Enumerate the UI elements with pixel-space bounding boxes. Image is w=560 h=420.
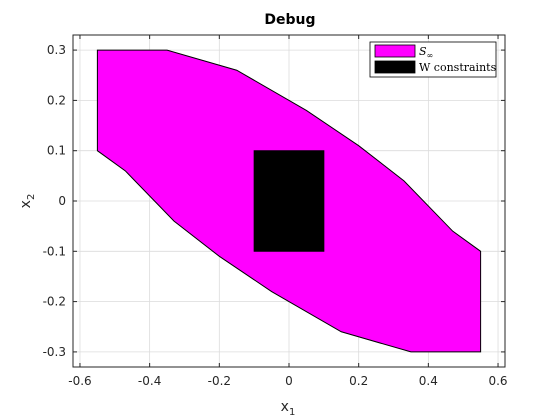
y-tick-label: 0.1 (47, 144, 66, 158)
y-tick-label: -0.1 (43, 244, 66, 258)
x-axis-label-main: x (281, 399, 289, 415)
x-tick-label: 0.2 (349, 374, 368, 388)
chart-title: Debug (264, 12, 315, 28)
y-tick-label: 0 (58, 194, 66, 208)
x-tick-label: 0.6 (488, 374, 507, 388)
y-tick-label: -0.3 (43, 345, 66, 359)
y-tick-label: 0.3 (47, 43, 66, 57)
x-axis-label: x1 (281, 399, 296, 418)
y-tick-label: 0.2 (47, 93, 66, 107)
x-axis-label-sub: 1 (289, 407, 295, 418)
ticks: -0.6 -0.4 -0.2 0 0.2 0.4 0.6 -0.3 -0.2 -0.1 0 0.1 0.… (43, 35, 508, 388)
legend-label-s-infinity: S∞ (419, 45, 433, 60)
legend-swatch-w-constraints (374, 60, 416, 74)
x-tick-label: 0 (285, 374, 293, 388)
legend-label-w-constraints: W constraints (419, 61, 497, 74)
series-w-constraints-polygon (253, 150, 325, 252)
legend: S∞ W constraints (369, 41, 497, 78)
y-axis-label-main: x (18, 200, 34, 208)
legend-swatch-s-infinity (374, 44, 416, 58)
x-tick-label: -0.6 (68, 374, 91, 388)
x-tick-label: 0.4 (419, 374, 438, 388)
legend-label-s-main: S (419, 45, 427, 58)
legend-label-s-sub: ∞ (427, 51, 434, 60)
series-layer (96, 49, 482, 353)
y-axis-label: x2 (18, 194, 37, 209)
x-tick-label: -0.2 (208, 374, 231, 388)
y-axis-label-sub: 2 (26, 194, 37, 200)
y-tick-label: -0.2 (43, 295, 66, 309)
x-tick-label: -0.4 (138, 374, 161, 388)
